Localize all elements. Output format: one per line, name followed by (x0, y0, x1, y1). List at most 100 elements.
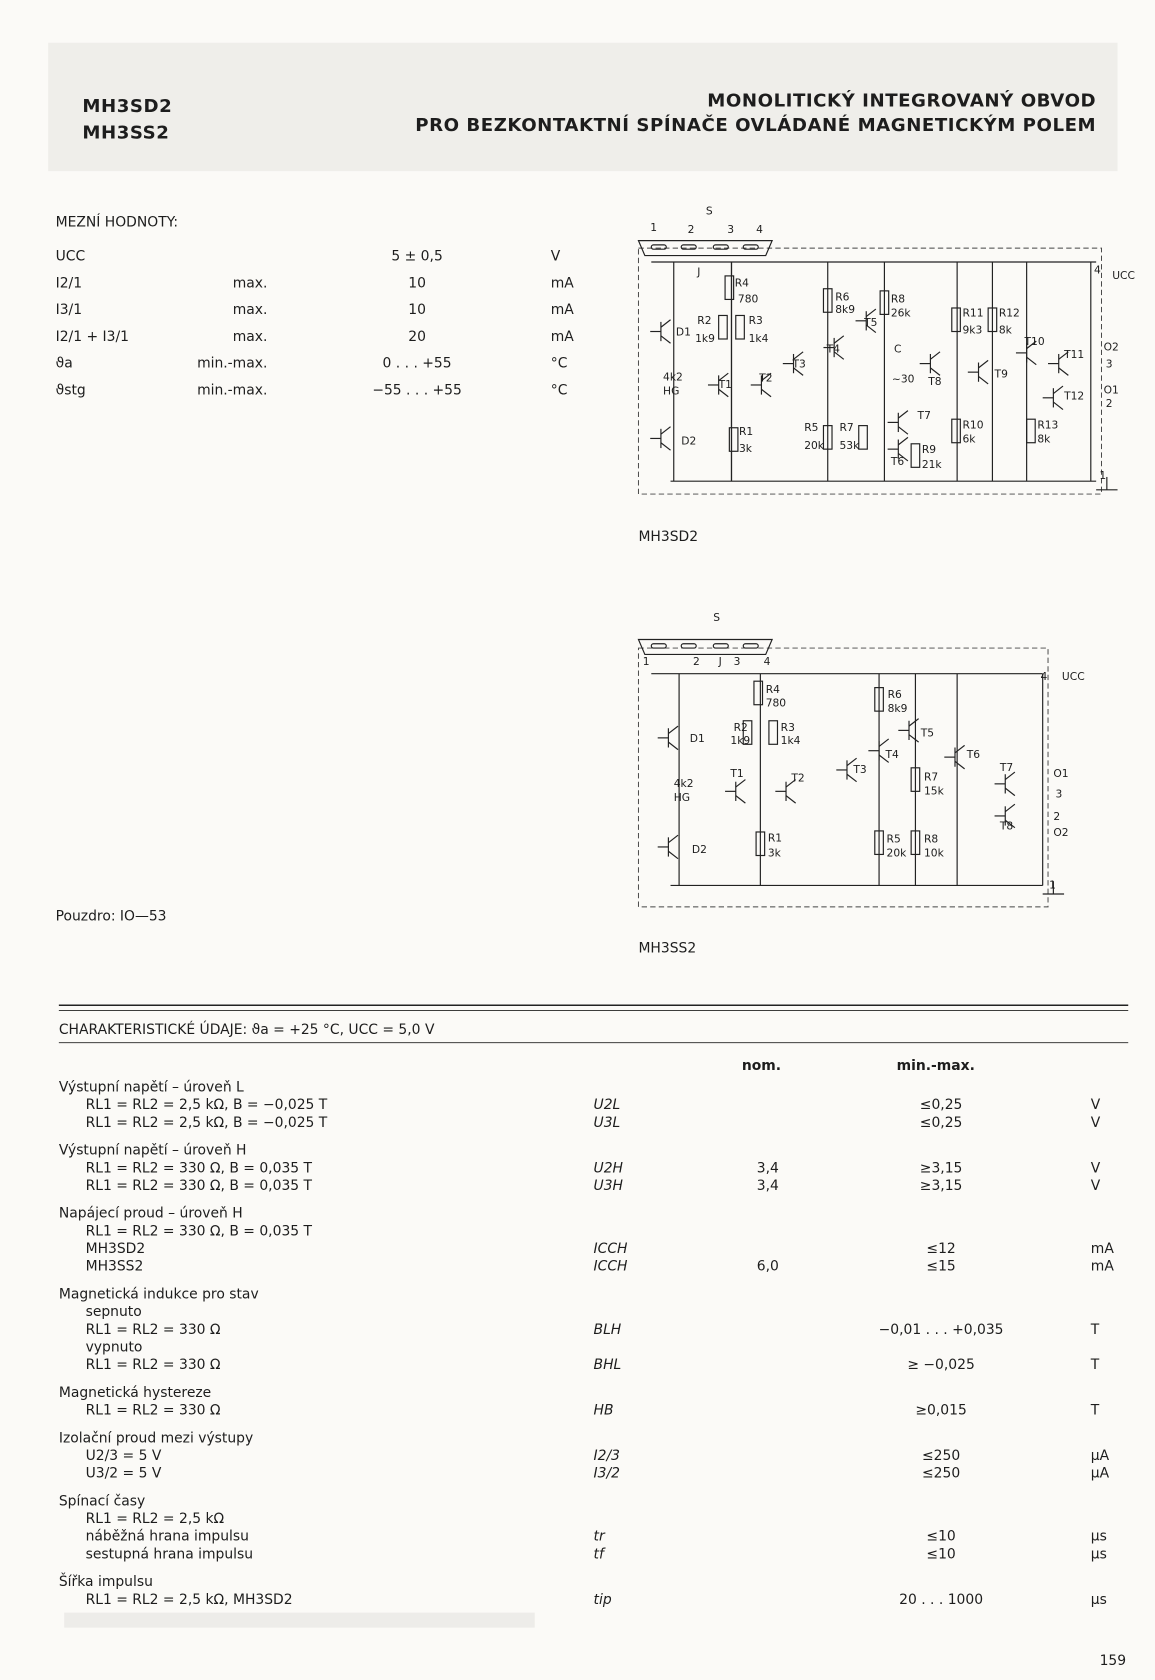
condition: RL1 = RL2 = 2,5 kΩ, B = −0,025 T (86, 1115, 328, 1131)
range: ≤250 (922, 1448, 960, 1464)
resistor (874, 830, 884, 856)
range: ≤10 (926, 1529, 955, 1545)
wire (954, 760, 965, 770)
schematic-label: O1 (1104, 383, 1119, 396)
column-header: min.-max. (897, 1058, 975, 1074)
condition: RL1 = RL2 = 330 Ω (86, 1357, 221, 1373)
schematic-label: 1k9 (730, 734, 750, 747)
schematic-label: T1 (718, 378, 732, 391)
schematic-label: R1 (739, 425, 753, 438)
unit: mA (1091, 1259, 1115, 1275)
unit: T (1090, 1403, 1100, 1419)
wire (1004, 787, 1016, 797)
schematic-label: T8 (999, 820, 1014, 833)
schematic-label: 4k2 (663, 370, 683, 383)
schematic-label: UCC (1062, 670, 1085, 683)
schematic-label: R5 (887, 832, 901, 845)
schematic-label: 3k (768, 846, 782, 859)
resistor (951, 307, 961, 333)
resistor (1026, 418, 1036, 444)
group-heading: Výstupní napětí – úroveň H (59, 1143, 247, 1159)
resistor (728, 427, 739, 452)
schematic-label: R7 (839, 421, 853, 434)
limit-unit: V (551, 249, 561, 265)
wire (833, 351, 845, 360)
schematic-label: 3k (739, 442, 753, 455)
limit-value: 0 . . . +55 (383, 356, 452, 372)
schematic-label: 2 (1106, 397, 1113, 410)
wire (1058, 351, 1069, 360)
schematic-label: 4 (1094, 264, 1101, 277)
schematic-label: 8k (999, 323, 1013, 336)
limit-symbol: ϑstg (56, 382, 86, 398)
wire (897, 426, 909, 435)
unit: T (1090, 1357, 1100, 1373)
symbol: BLH (594, 1322, 622, 1338)
pad (650, 244, 667, 250)
schematic-label: 21k (922, 458, 943, 471)
schematic-label: R5 (804, 421, 818, 434)
schematic-label: T9 (994, 367, 1009, 380)
schematic-label: 4 (756, 223, 763, 236)
schematic-label: D2 (681, 435, 696, 448)
schematic-label: UCC (1112, 269, 1135, 282)
schematic-label: T1 (729, 767, 743, 780)
schematic-label: R4 (735, 276, 749, 289)
wire (1004, 819, 1016, 829)
schematic-label: 4k2 (674, 777, 694, 790)
limit-unit: °C (551, 382, 568, 398)
limits-title: MEZNÍ HODNOTY: (56, 212, 178, 230)
wire (668, 741, 679, 751)
schematic-label: R10 (962, 419, 983, 432)
limit-kind: min.-max. (197, 382, 267, 398)
resistor (735, 314, 745, 340)
condition: MH3SD2 (86, 1241, 146, 1257)
schematic-label: 3 (1106, 358, 1113, 371)
schematic-label: 8k9 (888, 702, 908, 715)
range: ≤10 (926, 1546, 955, 1562)
wire (785, 795, 797, 804)
condition: RL1 = RL2 = 330 Ω, B = 0,035 T (86, 1178, 313, 1194)
wire (761, 372, 772, 382)
package: Pouzdro: IO—53 (56, 908, 167, 924)
symbol: BHL (594, 1357, 622, 1373)
range: ≤0,25 (920, 1097, 963, 1113)
wire (833, 335, 845, 344)
wire (668, 834, 679, 844)
condition: RL1 = RL2 = 330 Ω, B = 0,035 T (86, 1223, 313, 1239)
schematic-label: R3 (749, 314, 763, 327)
condition: RL1 = RL2 = 330 Ω (86, 1322, 221, 1338)
symbol: U3H (594, 1178, 624, 1194)
schematic-label: 1 (1099, 469, 1106, 482)
resistor (987, 307, 998, 333)
pad (742, 244, 759, 250)
schematic-label: R11 (962, 306, 983, 319)
group-heading: Magnetická hystereze (59, 1385, 211, 1401)
limit-value: 10 (408, 275, 426, 291)
schematic-label: R7 (924, 770, 938, 783)
condition: RL1 = RL2 = 2,5 kΩ, MH3SD2 (86, 1592, 293, 1608)
range: ≤250 (922, 1466, 960, 1482)
limit-unit: mA (551, 302, 575, 318)
title-line: MONOLITICKÝ INTEGROVANÝ OBVOD (707, 90, 1096, 112)
sensor-package (637, 638, 774, 656)
range: ≥3,15 (920, 1160, 963, 1176)
wire (878, 754, 890, 763)
schematic-label: R8 (891, 292, 905, 305)
schematic-label: S (713, 611, 720, 624)
unit: V (1091, 1160, 1101, 1176)
condition: sepnuto (86, 1304, 142, 1320)
wire (1053, 385, 1064, 394)
schematic-label: 3 (727, 223, 734, 236)
resistor (910, 830, 921, 856)
limit-symbol: I3/1 (56, 302, 82, 318)
limit-kind: min.-max. (197, 356, 267, 372)
schematic-label: T2 (758, 372, 772, 385)
resistor (879, 290, 890, 315)
range: ≤15 (926, 1259, 955, 1275)
schematic-label: O2 (1053, 826, 1068, 839)
unit: V (1091, 1178, 1101, 1194)
wire (761, 388, 772, 398)
schematic-label: T11 (1063, 348, 1084, 361)
